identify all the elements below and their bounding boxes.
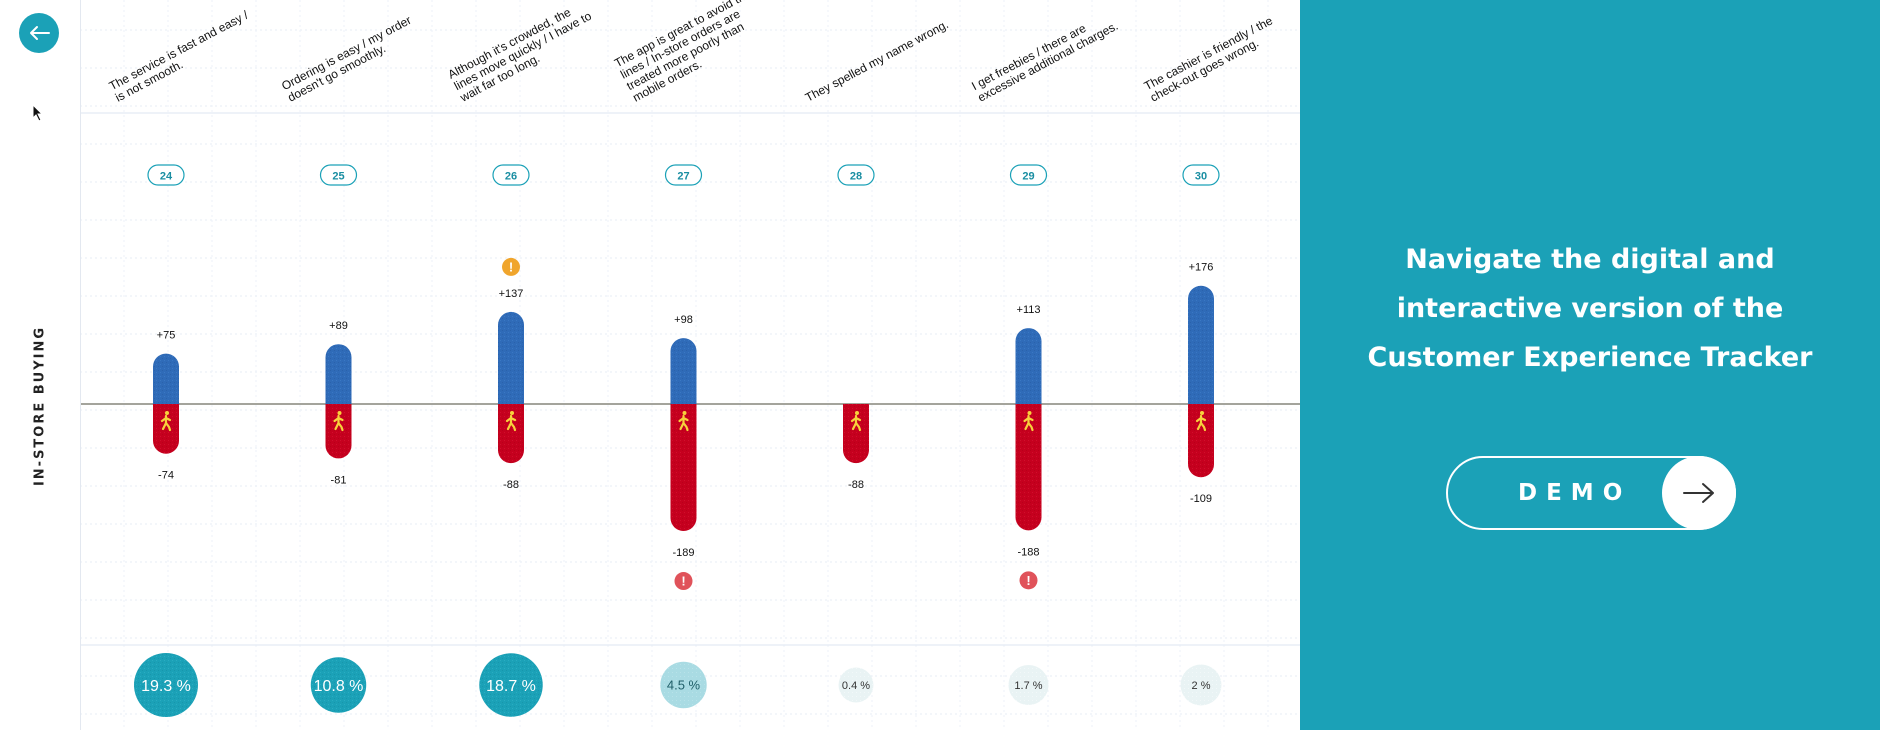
share-bubble [310, 657, 367, 713]
positive-bar [670, 338, 697, 404]
positive-bar [1015, 328, 1042, 404]
statement-number: 28 [850, 171, 862, 183]
negative-bar [325, 404, 352, 459]
statement-line: lines move quickly / I have to [452, 9, 594, 94]
share-value-label: 4.5 % [667, 678, 701, 693]
alert-glyph: ! [681, 574, 685, 589]
statement-number: 29 [1022, 171, 1034, 183]
statement-number-pill [492, 164, 530, 186]
share-bubble [1180, 664, 1222, 706]
statement-number-pill [1009, 164, 1048, 186]
section-label: IN-STORE BUYING [32, 325, 48, 487]
statement-label: The service is fast and easy /is not smo… [107, 8, 257, 105]
cta-heading: Navigate the digital and interactive ver… [1300, 235, 1880, 382]
statement-number-pill [664, 164, 703, 186]
share-bubble [479, 653, 543, 717]
statement-number: 30 [1195, 171, 1207, 183]
demo-button[interactable]: DEMO [1446, 456, 1736, 530]
alert-glyph: ! [1026, 573, 1030, 588]
negative-value-label: -74 [158, 470, 174, 482]
share-bubble [1008, 664, 1049, 706]
negative-value-label: -188 [1017, 546, 1039, 558]
positive-value-label: +89 [329, 320, 348, 332]
warning-icon [502, 257, 520, 276]
negative-value-label: -109 [1190, 493, 1212, 505]
negative-value-label: -189 [672, 547, 694, 559]
cta-line: interactive version of the [1396, 293, 1784, 324]
cta-line: Navigate the digital and [1405, 244, 1775, 275]
grid [79, 0, 1300, 730]
negative-value-label: -81 [331, 474, 347, 486]
statement-label: The app is great to avoid thelines / In-… [612, 0, 771, 105]
negative-bar [498, 404, 524, 464]
cta-panel: Navigate the digital and interactive ver… [1300, 0, 1880, 730]
statement-number-pill [147, 164, 185, 186]
positive-value-label: +75 [157, 330, 176, 342]
alert-icon [1019, 571, 1038, 590]
statement-number: 26 [505, 171, 517, 183]
cursor-icon [32, 104, 44, 122]
share-bubble [134, 653, 198, 717]
positive-value-label: +137 [499, 288, 524, 300]
statement-line: The service is fast and easy / [107, 8, 251, 94]
share-value-label: 19.3 % [141, 678, 191, 695]
share-value-label: 0.4 % [842, 680, 870, 692]
statement-label: I get freebies / there areexcessive addi… [969, 7, 1120, 104]
positive-bar [153, 353, 179, 404]
negative-value-label: -88 [503, 479, 519, 491]
statement-number-pill [1182, 164, 1220, 186]
demo-button-label: DEMO [1518, 480, 1632, 506]
statement-number-pill [319, 164, 358, 186]
demo-arrow-circle[interactable] [1662, 456, 1736, 530]
statement-number: 25 [332, 171, 344, 183]
share-value-label: 1.7 % [1014, 680, 1042, 692]
statement-label: Although it's crowded, thelines move qui… [445, 0, 600, 105]
statement-number: 24 [160, 171, 173, 183]
share-value-label: 10.8 % [314, 678, 364, 695]
back-button[interactable] [19, 13, 59, 53]
share-bubble [660, 661, 707, 709]
negative-bar [1188, 404, 1214, 478]
alert-icon [674, 572, 693, 591]
statement-line: The cashier is friendly / the [1142, 13, 1275, 93]
negative-bar [670, 404, 697, 532]
share-value-label: 18.7 % [486, 678, 536, 695]
cta-line: Customer Experience Tracker [1367, 342, 1813, 373]
arrow-left-icon [30, 26, 50, 40]
statement-label: The cashier is friendly / thecheck-out g… [1142, 13, 1282, 104]
share-value-label: 2 % [1192, 680, 1211, 692]
chart: The service is fast and easy /is not smo… [79, 0, 1300, 730]
share-bubble [838, 667, 874, 703]
statement-number: 27 [677, 171, 689, 183]
statement-number-pill [837, 164, 875, 186]
negative-bar [153, 404, 179, 454]
positive-bar [1188, 285, 1214, 404]
positive-value-label: +176 [1189, 262, 1214, 274]
positive-value-label: +98 [674, 314, 693, 326]
tracker-panel: The service is fast and easy /is not smo… [79, 0, 1300, 730]
positive-bar [325, 344, 352, 404]
sidebar: IN-STORE BUYING [0, 0, 81, 730]
negative-bar [843, 404, 869, 464]
positive-value-label: +113 [1017, 304, 1041, 316]
arrow-right-icon [1683, 483, 1714, 503]
warning-glyph: ! [509, 259, 513, 274]
negative-value-label: -88 [848, 479, 864, 491]
negative-bar [1015, 404, 1042, 531]
positive-bar [498, 311, 524, 404]
statement-line: Ordering is easy / my order [279, 13, 413, 93]
